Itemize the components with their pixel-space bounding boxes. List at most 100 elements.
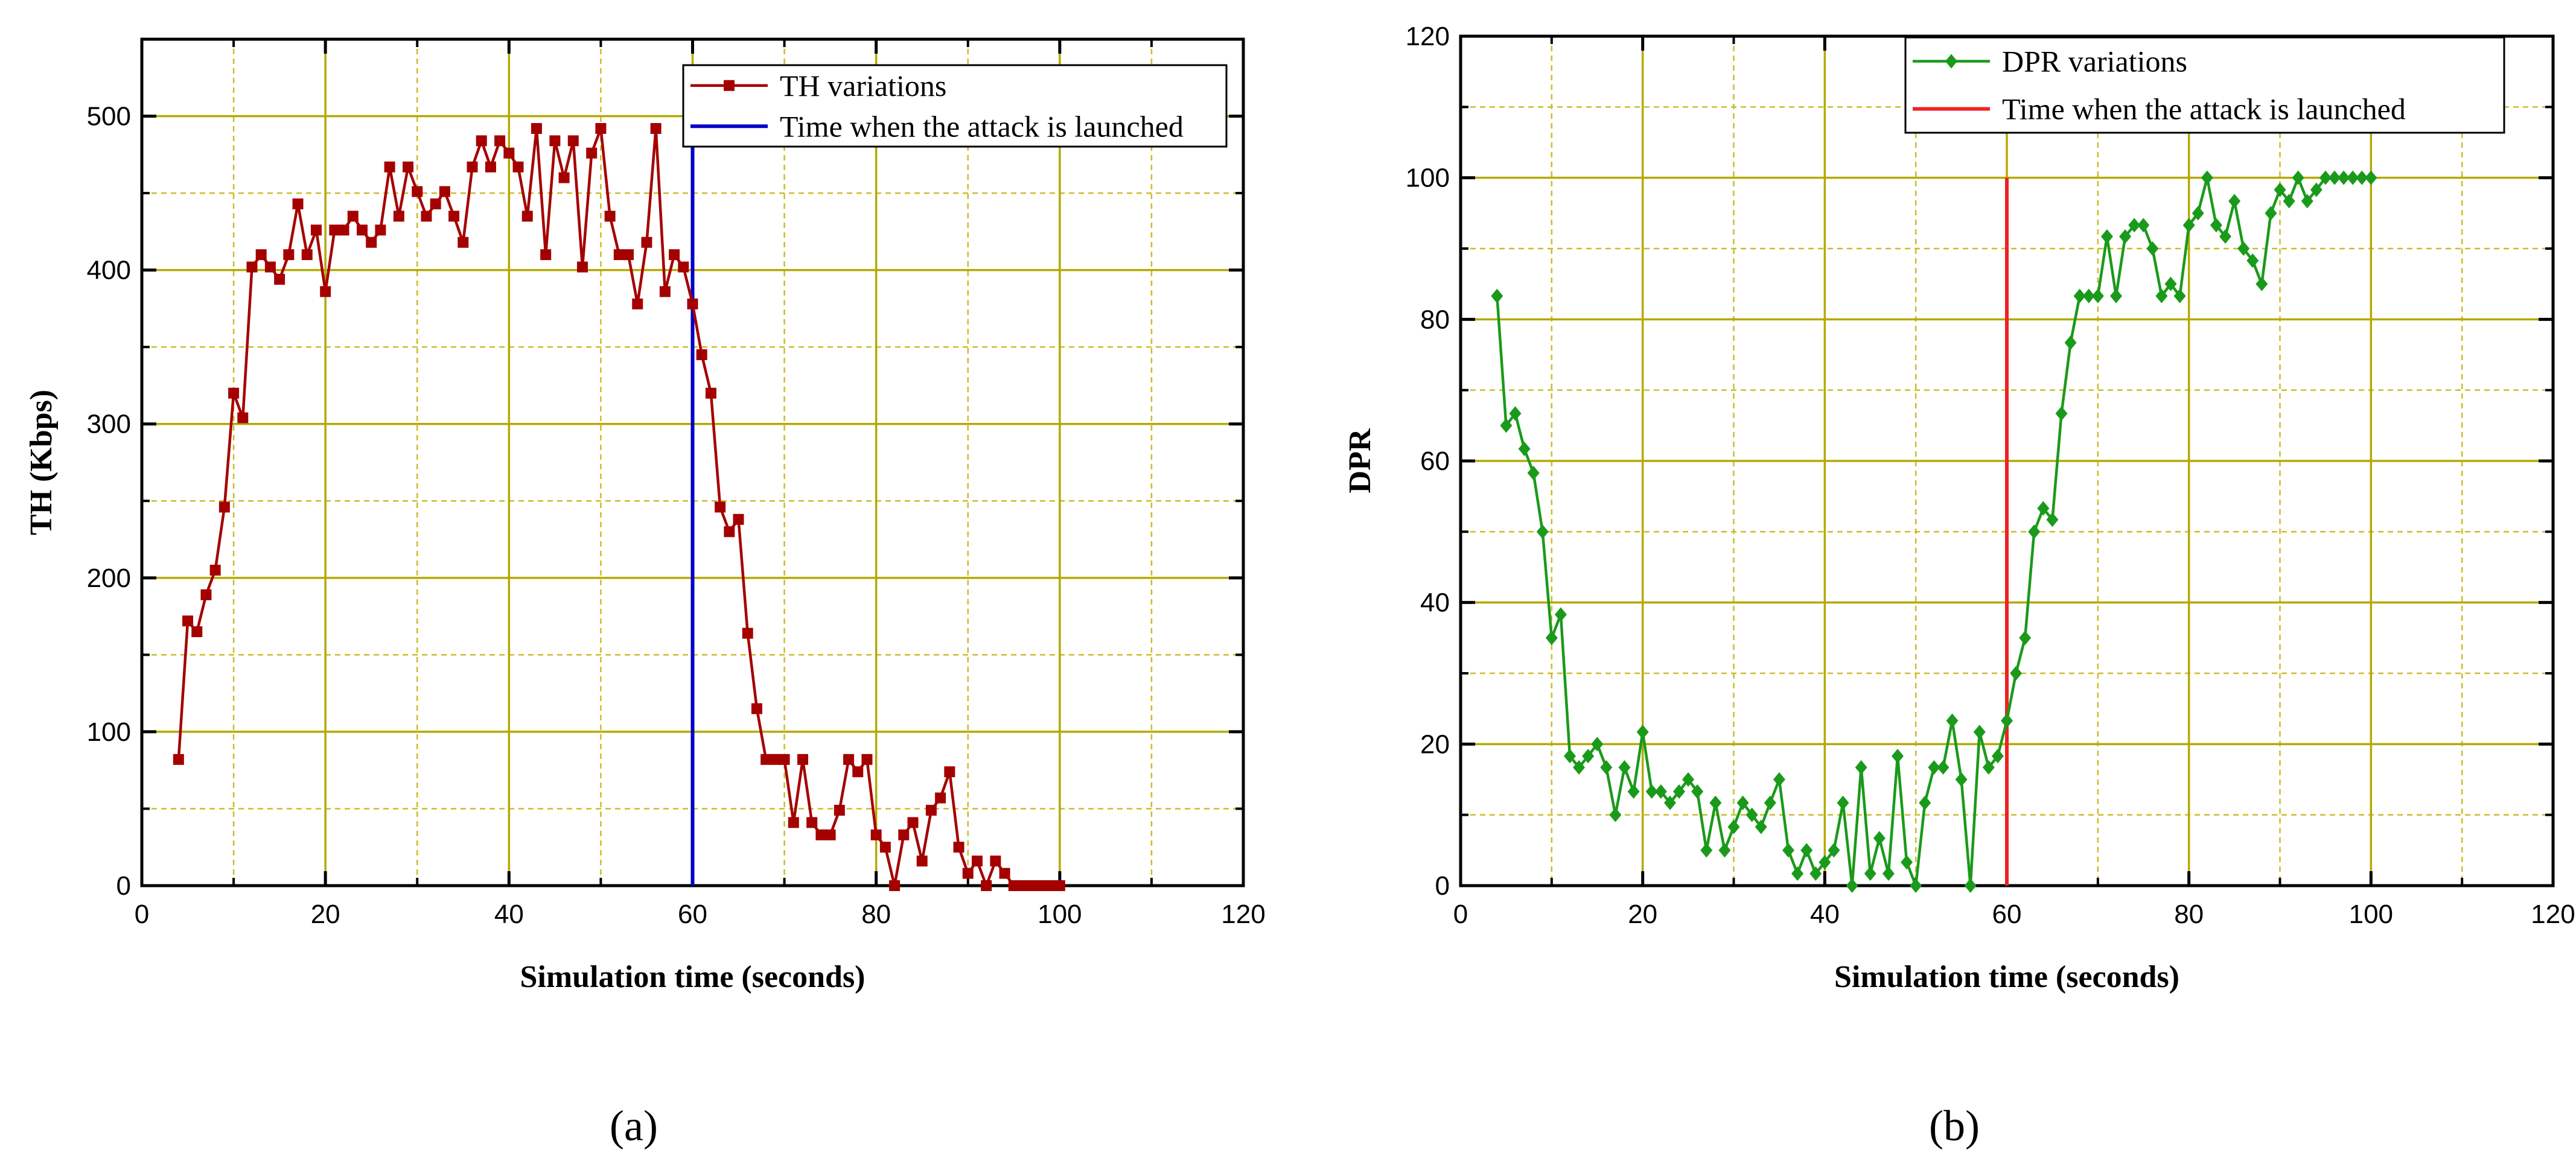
series-line [177,127,1060,887]
y-tick-label: 100 [87,717,131,747]
data-point [531,122,542,134]
data-point [2173,288,2186,303]
data-point [228,387,240,399]
data-point [760,754,772,765]
data-point [1892,749,1904,764]
data-point [421,211,432,222]
data-point [623,249,634,261]
data-point [1809,866,1822,881]
data-point [1910,878,1922,893]
data-point [347,211,359,222]
x-tick-label: 60 [678,900,707,929]
y-tick-label: 400 [87,256,131,285]
y-tick-label: 80 [1420,305,1450,334]
data-point [2256,276,2268,291]
y-axis-label: DPR [1343,428,1377,493]
data-point [2329,170,2341,185]
data-point [1709,795,1722,810]
data-point [834,805,845,816]
legend-entry-label: TH variations [780,69,946,103]
y-tick-label: 40 [1420,588,1450,618]
y-tick-label: 300 [87,410,131,439]
data-point [200,589,212,600]
data-point [2128,218,2141,233]
data-point [485,161,496,173]
data-point [1819,855,1831,870]
data-point [1855,760,1867,775]
data-point [430,198,441,209]
legend-entry-label: Time when the attack is launched [2002,92,2406,126]
data-point [2073,288,2086,303]
data-point [264,261,276,273]
data-point [1955,772,1968,787]
data-point [751,703,762,714]
legend-box [1904,36,2505,134]
data-point [1536,524,1549,539]
data-point [586,147,598,159]
data-point [1518,442,1531,457]
data-point [999,868,1010,879]
data-point [357,224,368,236]
data-point [338,224,349,236]
data-point [2037,501,2050,516]
data-point [733,513,744,525]
data-point [696,349,707,360]
data-point [1782,843,1794,858]
data-point [1682,772,1695,787]
data-point [1045,880,1056,891]
legend-swatch-marker [724,80,735,91]
data-point [916,855,928,867]
data-point [467,161,478,173]
data-point [2274,182,2286,197]
x-tick-label: 100 [2349,900,2393,929]
data-point [1036,880,1047,891]
data-point [724,526,735,538]
data-point [2182,218,2195,233]
data-point [1509,406,1522,421]
data-point [2319,170,2332,185]
data-point [2110,288,2122,303]
data-point [1946,713,1959,728]
x-tick-label: 120 [2531,900,2575,929]
data-point [788,817,799,828]
x-tick-label: 40 [494,900,524,929]
data-point [320,286,331,297]
data-point [669,249,680,261]
data-point [301,249,313,261]
data-point [2310,182,2323,197]
panel-label-a: (a) [610,1102,658,1150]
data-point [218,501,230,513]
data-point [613,249,625,261]
data-point [806,817,818,828]
data-point [1700,843,1713,858]
data-point [1727,819,1740,834]
data-point [2064,335,2077,351]
x-tick-label: 80 [2174,900,2204,929]
x-axis-label: Simulation time (seconds) [520,960,866,994]
data-point [870,829,882,840]
data-point [540,249,552,261]
data-point [2246,253,2259,268]
data-point [1627,784,1640,799]
data-point [173,754,184,765]
data-point [779,754,790,765]
panel-label-b: (b) [1929,1102,1980,1150]
data-point [283,249,295,261]
data-point [2356,170,2368,185]
data-point [191,626,203,638]
data-point [1982,760,1995,775]
data-point [2055,406,2068,421]
data-point [2100,229,2113,244]
data-point [457,236,469,248]
data-point [2301,194,2313,209]
data-point [659,286,671,297]
x-axis-label: Simulation time (seconds) [1834,960,2179,994]
data-point [1873,831,1886,846]
x-tick-label: 120 [1221,900,1265,929]
legend-box [682,64,1228,148]
data-point [797,754,808,765]
data-point [2046,512,2059,527]
data-point [1846,878,1858,893]
data-point [861,754,873,765]
